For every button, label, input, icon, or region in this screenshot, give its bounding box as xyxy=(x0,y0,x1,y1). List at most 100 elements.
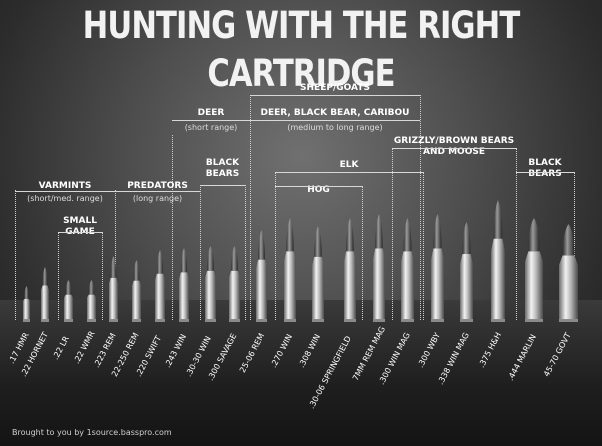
cartridge-case xyxy=(155,273,165,322)
cartridge-11 xyxy=(284,218,296,322)
floor-backdrop xyxy=(0,300,602,446)
cartridge-bullet-tip xyxy=(133,260,139,281)
cartridge-16 xyxy=(430,214,444,322)
cartridge-bullet-tip xyxy=(562,224,574,256)
cartridge-rim xyxy=(525,319,543,322)
guide-line xyxy=(275,172,276,320)
cartridge-case xyxy=(108,277,118,322)
cartridge-12 xyxy=(312,226,324,322)
deer-short-sub: (short range) xyxy=(184,123,238,132)
cartridge-13 xyxy=(344,218,356,322)
deer-short-bracket xyxy=(172,120,250,121)
cartridge-rim xyxy=(400,319,414,322)
cartridge-bullet-tip xyxy=(346,218,354,252)
cartridge-bullet-tip xyxy=(257,230,265,260)
cartridge-bullet-tip xyxy=(65,280,71,295)
cartridge-rim xyxy=(108,319,118,322)
cartridge-case xyxy=(204,270,216,322)
cartridge-case xyxy=(86,294,96,322)
cartridge-17 xyxy=(459,222,473,322)
predators-label: PREDATORS xyxy=(127,181,188,191)
guide-line xyxy=(172,135,173,320)
elk-bracket xyxy=(275,172,423,173)
cartridge-19 xyxy=(525,218,543,322)
guide-line xyxy=(574,172,575,320)
cartridge-rim xyxy=(312,319,324,322)
cartridge-rim xyxy=(459,319,473,322)
cartridge-rim xyxy=(41,319,49,322)
cartridge-rim xyxy=(255,319,267,322)
cartridge-case xyxy=(131,280,141,322)
cartridge-bullet-tip xyxy=(180,248,188,273)
cartridge-9 xyxy=(228,246,240,322)
cartridge-3 xyxy=(86,280,96,322)
cartridge-rim xyxy=(430,319,444,322)
guide-line xyxy=(115,190,116,320)
deer-short-label: DEER xyxy=(197,108,225,118)
grizzly-moose-bracket xyxy=(392,148,516,149)
cartridge-rim xyxy=(63,319,73,322)
cartridge-1 xyxy=(41,267,49,322)
cartridge-rim xyxy=(344,319,356,322)
cartridge-7 xyxy=(179,248,189,322)
varmints-label: VARMINTS xyxy=(38,181,92,191)
cartridge-bullet-tip xyxy=(206,246,214,271)
cartridge-6 xyxy=(155,250,165,322)
guide-line xyxy=(245,185,246,320)
cartridge-case xyxy=(344,251,356,322)
cartridge-bullet-tip xyxy=(110,256,116,278)
guide-line xyxy=(58,232,59,320)
elk-label: ELK xyxy=(339,160,359,170)
deer-bear-caribou-bracket xyxy=(250,120,420,121)
cartridge-bullet-tip xyxy=(42,267,48,286)
cartridge-rim xyxy=(204,319,216,322)
cartridge-case xyxy=(63,294,73,322)
cartridge-rim xyxy=(22,319,30,322)
varmints-sub: (short/med. range) xyxy=(27,194,103,203)
cartridge-bullet-tip xyxy=(402,218,412,252)
credit-text: Brought to you by 1source.basspro.com xyxy=(12,428,172,437)
cartridge-bullet-tip xyxy=(375,214,383,249)
guide-line xyxy=(362,186,363,320)
cartridge-18 xyxy=(491,200,505,322)
cartridge-bullet-tip xyxy=(493,200,503,239)
cartridge-20 xyxy=(558,224,578,322)
cartridge-case xyxy=(284,251,296,322)
cartridge-case xyxy=(525,251,543,322)
cartridge-bullet-tip xyxy=(88,280,94,295)
cartridge-case xyxy=(228,270,240,322)
cartridge-case xyxy=(558,255,578,322)
cartridge-rim xyxy=(491,319,505,322)
cartridge-4 xyxy=(108,256,118,322)
black-bears-2-bracket xyxy=(516,172,574,173)
cartridge-case xyxy=(312,256,324,322)
guide-line xyxy=(250,95,251,320)
cartridge-rim xyxy=(131,319,141,322)
cartridge-bullet-tip xyxy=(286,218,294,252)
small-game-bracket xyxy=(58,232,102,233)
grizzly-moose-label: GRIZZLY/BROWN BEARS AND MOOSE xyxy=(393,136,515,157)
cartridge-14 xyxy=(373,214,385,322)
cartridge-bullet-tip xyxy=(432,214,442,249)
hog-bracket xyxy=(275,186,362,187)
deer-bear-caribou-sub: (medium to long range) xyxy=(287,123,383,132)
cartridge-bullet-tip xyxy=(461,222,471,254)
cartridge-rim xyxy=(228,319,240,322)
black-bears-1-label: BLACK BEARS xyxy=(205,158,240,179)
predators-bracket xyxy=(115,191,200,192)
cartridge-case xyxy=(179,272,189,322)
cartridge-case xyxy=(373,248,385,322)
black-bears-1-bracket xyxy=(200,185,245,186)
cartridge-2 xyxy=(63,280,73,322)
cartridge-case xyxy=(41,285,49,322)
deer-bear-caribou-label: DEER, BLACK BEAR, CARIBOU xyxy=(260,108,410,118)
guide-line xyxy=(102,232,103,320)
cartridge-rim xyxy=(179,319,189,322)
guide-line xyxy=(200,185,201,320)
small-game-label: SMALL GAME xyxy=(63,216,97,237)
hog-label: HOG xyxy=(307,185,330,195)
sheep-goats-label: SHEEP/GOATS xyxy=(300,83,370,93)
cartridge-rim xyxy=(284,319,296,322)
black-bears-2-label: BLACK BEARS xyxy=(528,158,562,179)
